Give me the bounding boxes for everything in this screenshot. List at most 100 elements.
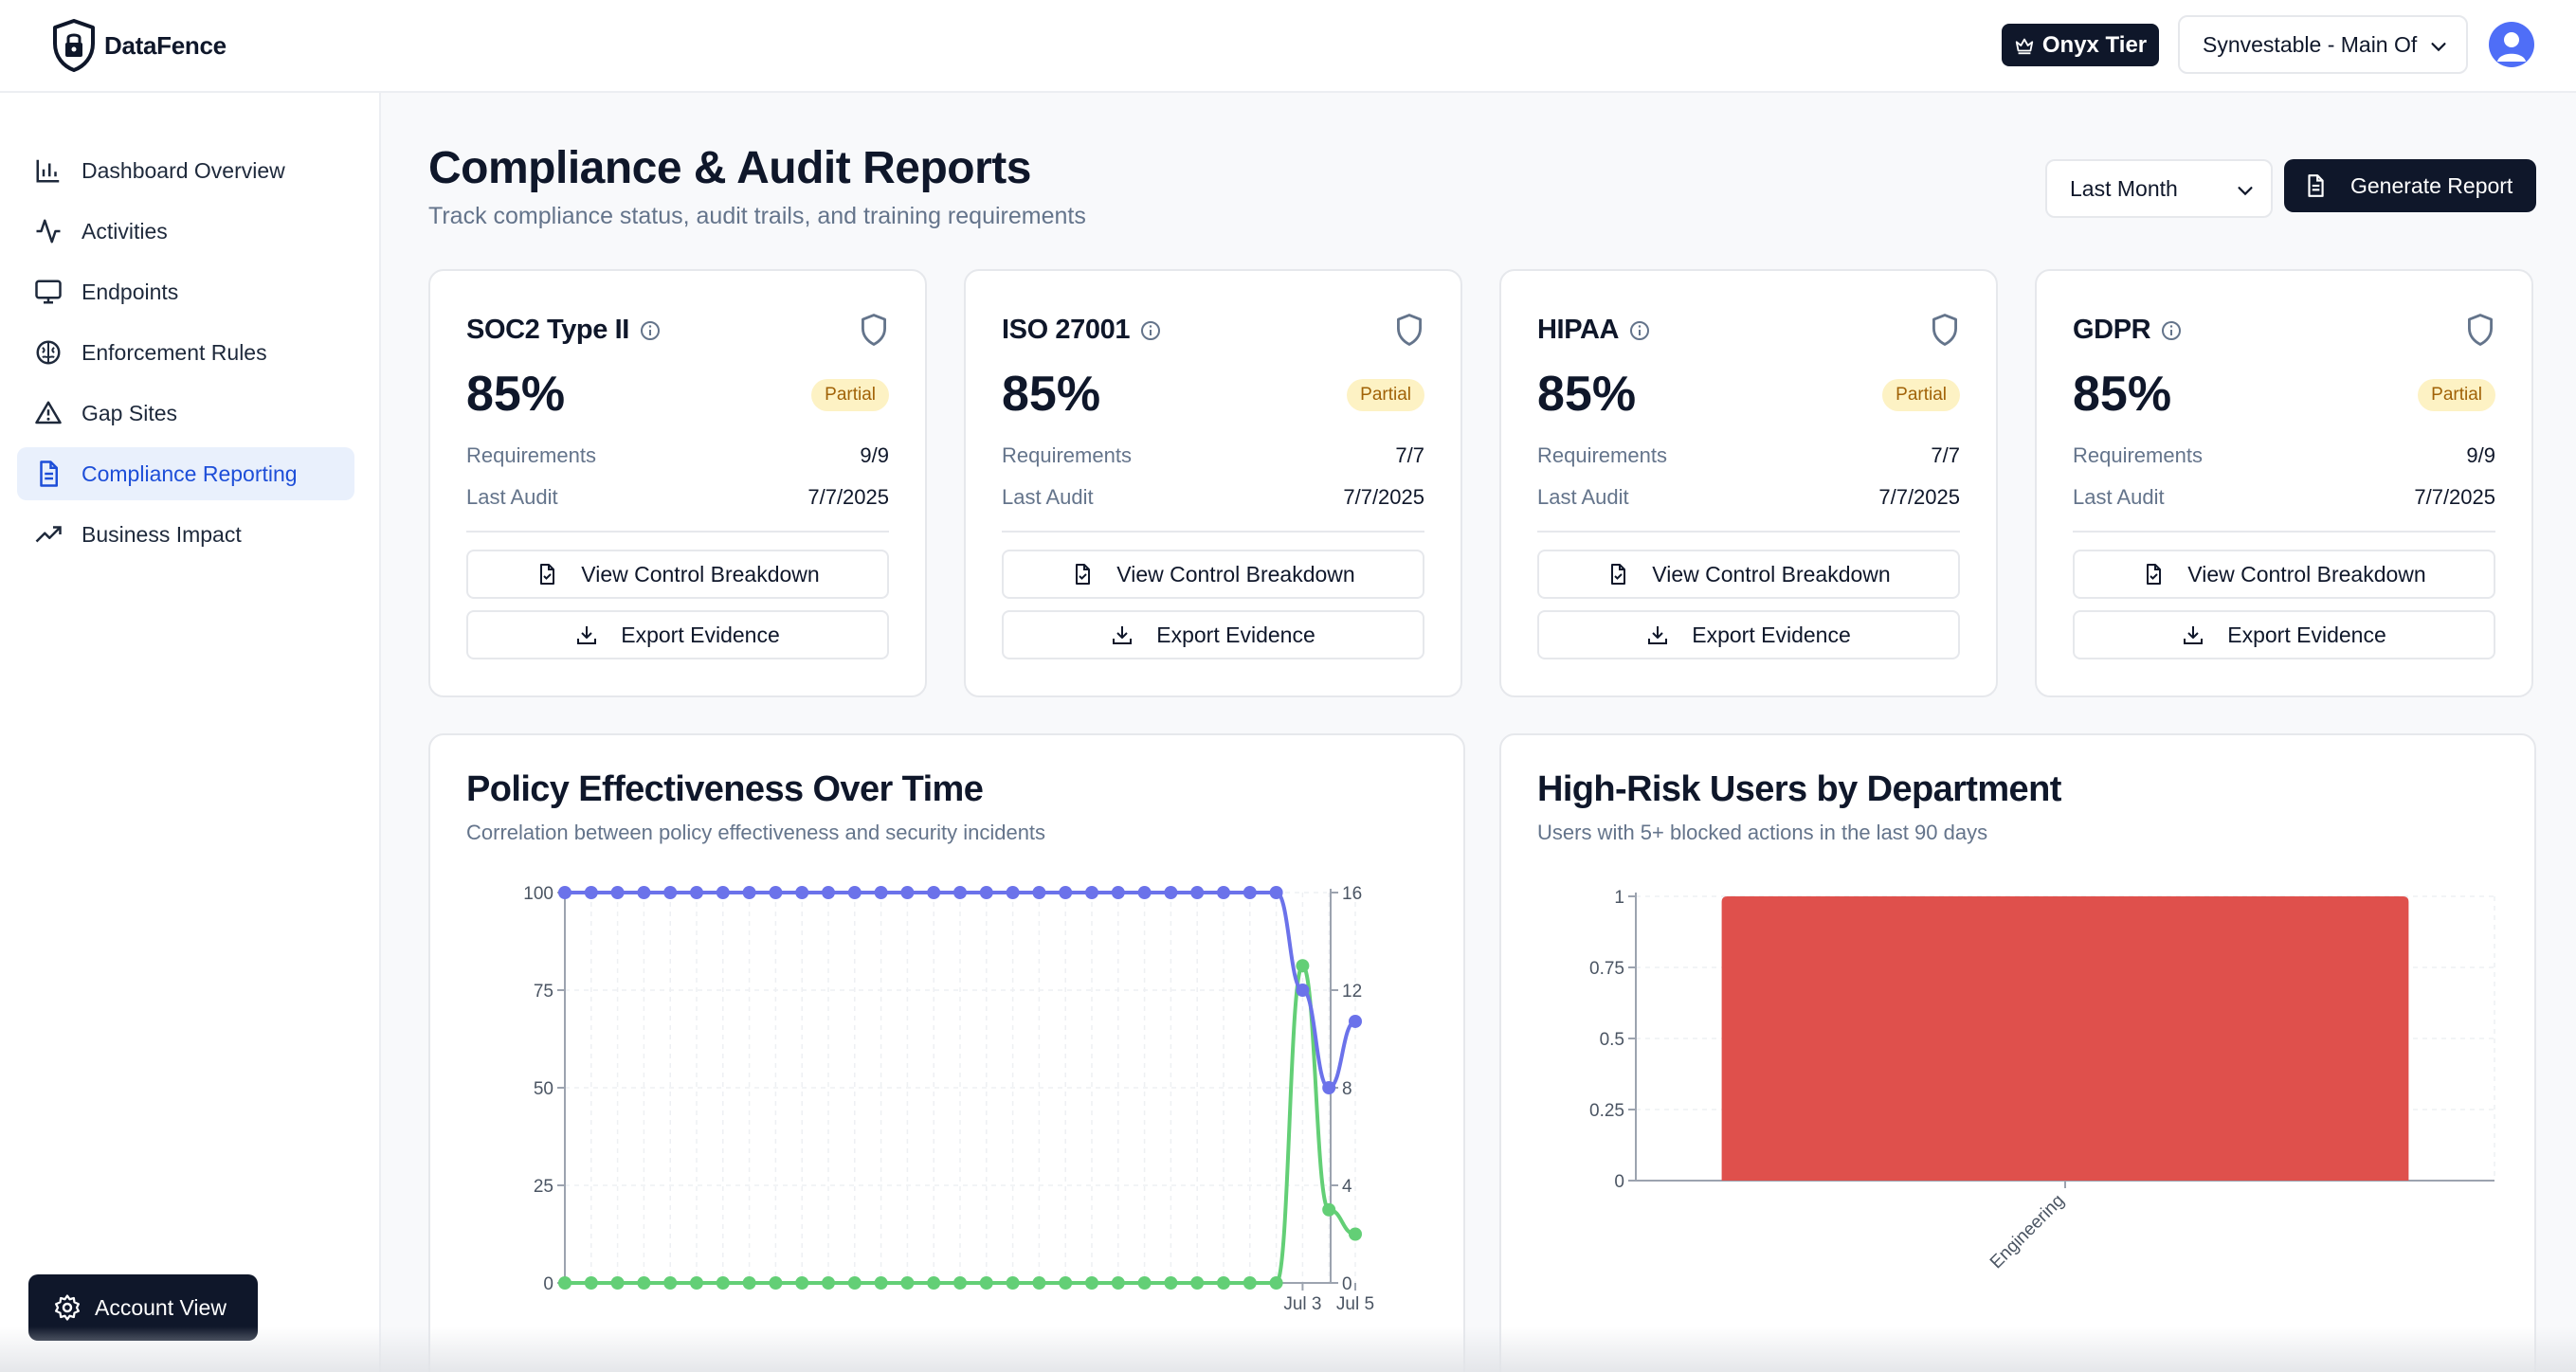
info-icon[interactable] [1139, 319, 1162, 342]
chart-title: High-Risk Users by Department [1537, 769, 2061, 809]
series-point-0 [1137, 886, 1152, 899]
y-tick-label: 0 [1614, 1172, 1624, 1192]
requirements-row: Requirements 9/9 [2073, 443, 2495, 468]
last-audit-label: Last Audit [466, 485, 558, 509]
tier-label: Onyx Tier [2041, 31, 2148, 58]
activity-icon [36, 219, 61, 244]
series-point-0 [900, 886, 915, 899]
compliance-percent: 85% [1537, 367, 1637, 422]
view-control-breakdown-button[interactable]: View Control Breakdown [1537, 550, 1960, 599]
framework-name: HIPAA [1537, 315, 1620, 345]
framework-title: GDPR [2073, 315, 2183, 346]
app-logo[interactable]: DataFence [49, 17, 227, 74]
sidebar-item-enforcement-rules[interactable]: Enforcement Rules [17, 326, 354, 379]
user-icon [2497, 32, 2526, 62]
y-tick-label-left: 25 [534, 1177, 553, 1197]
framework-title: SOC2 Type II [466, 315, 662, 346]
info-icon[interactable] [1628, 319, 1651, 342]
document-icon [40, 460, 58, 487]
sidebar-item-activities[interactable]: Activities [17, 205, 354, 258]
y-tick-label-left: 100 [523, 884, 553, 904]
requirements-value: 7/7 [1931, 443, 1960, 467]
series-point-1 [927, 1276, 941, 1290]
view-control-breakdown-button[interactable]: View Control Breakdown [1002, 550, 1424, 599]
y-tick-label: 1 [1614, 888, 1624, 908]
series-point-1 [979, 1276, 993, 1290]
x-tick-label: Jul 5 [1336, 1294, 1374, 1314]
series-point-0 [690, 886, 703, 899]
view-control-breakdown-button[interactable]: View Control Breakdown [466, 550, 889, 599]
page-title: Compliance & Audit Reports [428, 143, 1031, 193]
chart-subtitle: Users with 5+ blocked actions in the las… [1537, 821, 1988, 844]
requirements-label: Requirements [466, 443, 596, 467]
status-badge: Partial [2418, 379, 2495, 411]
series-point-1 [1296, 959, 1310, 973]
compliance-percent: 85% [1002, 367, 1101, 422]
series-point-0 [795, 886, 809, 899]
top-bar: DataFence Onyx Tier Synvestable - Main O… [0, 0, 2576, 93]
sidebar-item-gap-sites[interactable]: Gap Sites [17, 387, 354, 440]
last-audit-value: 7/7/2025 [807, 485, 889, 509]
user-avatar[interactable] [2489, 22, 2534, 67]
divider [2073, 531, 2495, 533]
file-check-icon [2147, 564, 2162, 585]
high-risk-users-panel: High-Risk Users by Department Users with… [1499, 733, 2536, 1372]
generate-report-button[interactable]: Generate Report [2284, 159, 2536, 212]
series-point-0 [663, 886, 678, 899]
requirements-label: Requirements [1537, 443, 1667, 467]
sidebar-item-endpoints[interactable]: Endpoints [17, 265, 354, 318]
account-view-button[interactable]: Account View [28, 1274, 258, 1341]
sidebar-item-label: Compliance Reporting [82, 460, 298, 486]
last-audit-label: Last Audit [2073, 485, 2165, 509]
view-control-breakdown-button[interactable]: View Control Breakdown [2073, 550, 2495, 599]
requirements-row: Requirements 9/9 [466, 443, 889, 468]
button-label: View Control Breakdown [2187, 561, 2426, 587]
series-point-0 [1111, 886, 1125, 899]
organization-select[interactable]: Synvestable - Main Of [2178, 15, 2468, 74]
app-name: DataFence [104, 30, 227, 60]
sidebar-item-compliance-reporting[interactable]: Compliance Reporting [17, 447, 354, 500]
series-point-0 [822, 886, 835, 899]
generate-report-label: Generate Report [2350, 172, 2513, 198]
sidebar-item-dashboard-overview[interactable]: Dashboard Overview [17, 144, 354, 197]
button-label: Export Evidence [1692, 622, 1851, 647]
requirements-value: 9/9 [2466, 443, 2495, 467]
info-icon[interactable] [2160, 319, 2183, 342]
export-evidence-button[interactable]: Export Evidence [466, 610, 889, 659]
date-range-select[interactable]: Last Month [2045, 159, 2273, 218]
series-point-1 [847, 1276, 862, 1290]
export-evidence-button[interactable]: Export Evidence [2073, 610, 2495, 659]
export-evidence-button[interactable]: Export Evidence [1537, 610, 1960, 659]
compliance-percent: 85% [466, 367, 566, 422]
shield-icon [1397, 314, 1422, 346]
series-point-1 [1269, 1276, 1283, 1290]
series-point-0 [1164, 886, 1178, 899]
download-icon [577, 626, 597, 644]
framework-title: HIPAA [1537, 315, 1651, 346]
series-point-1 [1032, 1276, 1046, 1290]
document-icon [2308, 174, 2324, 197]
series-point-1 [1059, 1276, 1073, 1290]
compliance-card: GDPR 85% Partial Requirements 9/9 Last Audit 7… [2035, 269, 2533, 697]
series-point-1 [558, 1276, 571, 1290]
series-point-1 [637, 1276, 651, 1290]
status-badge: Partial [811, 379, 889, 411]
button-label: View Control Breakdown [1116, 561, 1355, 587]
account-view-label: Account View [95, 1294, 227, 1320]
info-icon[interactable] [639, 319, 662, 342]
series-point-1 [1164, 1276, 1178, 1290]
y-tick-label-right: 12 [1342, 982, 1362, 1002]
tier-badge[interactable]: Onyx Tier [2002, 24, 2159, 66]
framework-name: ISO 27001 [1002, 315, 1131, 345]
series-point-1 [1190, 1276, 1205, 1290]
sidebar-item-business-impact[interactable]: Business Impact [17, 508, 354, 561]
monitor-icon [35, 280, 62, 304]
series-point-0 [927, 886, 941, 899]
requirements-row: Requirements 7/7 [1537, 443, 1960, 468]
trending-up-icon [35, 526, 62, 543]
requirements-row: Requirements 7/7 [1002, 443, 1424, 468]
button-label: Export Evidence [1156, 622, 1315, 647]
x-tick-label: Jul 3 [1283, 1294, 1321, 1314]
export-evidence-button[interactable]: Export Evidence [1002, 610, 1424, 659]
framework-name: GDPR [2073, 315, 2151, 345]
